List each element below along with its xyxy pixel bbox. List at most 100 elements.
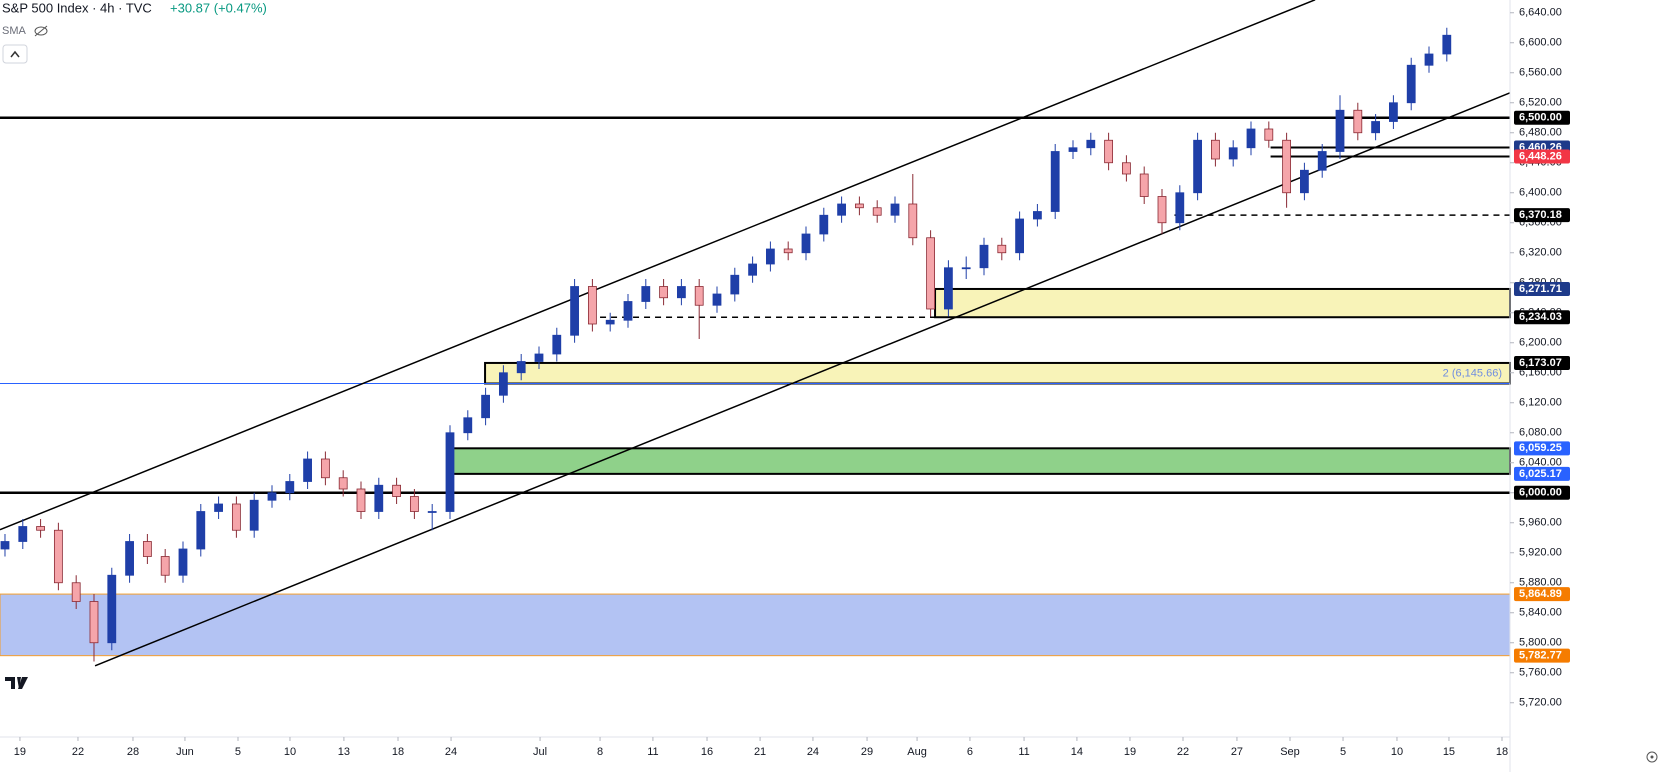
candle-body bbox=[730, 274, 740, 295]
x-tick-label: 11 bbox=[647, 746, 658, 758]
x-tick-label: 28 bbox=[127, 746, 139, 758]
y-tick-label: 6,120.00 bbox=[1519, 397, 1562, 409]
candle-body bbox=[392, 484, 401, 497]
candle-body bbox=[534, 353, 544, 362]
candle-body bbox=[659, 286, 668, 299]
y-tick-label: 6,600.00 bbox=[1519, 37, 1562, 49]
x-tick-label: 19 bbox=[14, 746, 26, 758]
candle-body bbox=[249, 499, 259, 531]
price-label-bg bbox=[1514, 149, 1570, 164]
y-tick-label: 5,960.00 bbox=[1519, 517, 1562, 529]
candle-body bbox=[107, 574, 117, 644]
candle-body bbox=[338, 477, 348, 490]
plot-area: 2 (6,145.66) bbox=[0, 0, 1512, 667]
price-label-bg bbox=[1514, 648, 1570, 663]
x-tick-label: 27 bbox=[1231, 746, 1243, 758]
candle-body bbox=[712, 293, 722, 306]
x-tick-label: Jul bbox=[533, 746, 547, 758]
candle-body bbox=[676, 286, 686, 299]
y-tick-label: 5,840.00 bbox=[1519, 607, 1562, 619]
candle-body bbox=[178, 548, 188, 576]
candle-body bbox=[160, 556, 170, 576]
candle-body bbox=[89, 601, 99, 644]
candle-body bbox=[694, 286, 704, 306]
price-label-bg bbox=[1514, 441, 1570, 456]
candle-body bbox=[285, 481, 295, 494]
settings-icon[interactable] bbox=[1646, 751, 1658, 763]
header-bg bbox=[0, 0, 270, 20]
y-tick-label: 5,920.00 bbox=[1519, 547, 1562, 559]
x-tick-label: Aug bbox=[907, 746, 927, 758]
price-label: 6,000.00 bbox=[1519, 487, 1562, 499]
x-tick-label: 8 bbox=[597, 746, 603, 758]
candle-body bbox=[1335, 109, 1345, 152]
price-label: 6,059.25 bbox=[1519, 442, 1562, 454]
candle-body bbox=[605, 319, 615, 325]
candle-body bbox=[1442, 34, 1452, 55]
hide-icon[interactable] bbox=[34, 25, 48, 37]
candle-body bbox=[587, 286, 597, 325]
y-tick-label: 6,080.00 bbox=[1519, 427, 1562, 439]
price-label: 5,864.89 bbox=[1519, 588, 1562, 600]
candle-body bbox=[944, 267, 953, 310]
x-tick-label: 5 bbox=[1340, 746, 1346, 758]
candle-body bbox=[1175, 192, 1185, 224]
candle-body bbox=[356, 488, 366, 512]
x-tick-label: 15 bbox=[1443, 746, 1455, 758]
price-label: 5,782.77 bbox=[1519, 650, 1562, 662]
indicator-label: SMA bbox=[2, 25, 27, 37]
candle-body bbox=[748, 263, 757, 276]
candle-body bbox=[1015, 218, 1025, 254]
zone bbox=[448, 447, 1512, 475]
price-label: 6,173.07 bbox=[1519, 357, 1562, 369]
trendline bbox=[94, 92, 1511, 667]
price-label-bg bbox=[1514, 587, 1570, 602]
candle-body bbox=[1139, 173, 1149, 197]
x-tick-label: Jun bbox=[176, 746, 194, 758]
candle-body bbox=[142, 541, 152, 557]
candle-body bbox=[819, 214, 829, 235]
x-tick-label: 16 bbox=[701, 746, 713, 758]
candle-body bbox=[374, 484, 384, 512]
candle-body bbox=[0, 541, 10, 550]
candle-body bbox=[36, 526, 45, 531]
candle-body bbox=[196, 511, 206, 550]
candle-body bbox=[125, 541, 134, 576]
candle-body bbox=[481, 394, 490, 419]
candle-body bbox=[1157, 196, 1167, 224]
price-label-bg bbox=[1514, 110, 1570, 125]
candle-body bbox=[570, 286, 579, 336]
candle-body bbox=[1282, 139, 1292, 194]
candle-body bbox=[890, 203, 900, 216]
candle-body bbox=[498, 372, 508, 396]
x-tick-label: 24 bbox=[807, 746, 819, 758]
candle-body bbox=[872, 207, 882, 216]
candle-body bbox=[979, 244, 989, 269]
candle-body bbox=[1389, 102, 1398, 122]
x-tick-label: 19 bbox=[1124, 746, 1136, 758]
y-tick-label: 6,480.00 bbox=[1519, 127, 1562, 139]
candle-body bbox=[516, 361, 526, 374]
x-tick-label: 10 bbox=[1391, 746, 1403, 758]
y-tick-label: 5,760.00 bbox=[1519, 667, 1562, 679]
y-tick-label: 6,640.00 bbox=[1519, 7, 1562, 19]
collapse-button[interactable] bbox=[2, 44, 28, 64]
x-tick-label: 21 bbox=[754, 746, 766, 758]
zone bbox=[484, 361, 1511, 385]
price-label-bg bbox=[1514, 466, 1570, 481]
price-label: 6,025.17 bbox=[1519, 468, 1562, 480]
x-tick-label: 22 bbox=[72, 746, 84, 758]
candle-body bbox=[427, 511, 437, 513]
y-tick-label: 5,720.00 bbox=[1519, 697, 1562, 709]
price-label: 6,448.26 bbox=[1519, 150, 1562, 162]
price-label: 6,370.18 bbox=[1519, 209, 1562, 221]
candle-body bbox=[53, 529, 63, 584]
x-tick-label: 22 bbox=[1177, 746, 1189, 758]
candle-body bbox=[1264, 128, 1274, 141]
price-label: 6,234.03 bbox=[1519, 311, 1562, 323]
price-label: 6,271.71 bbox=[1519, 283, 1562, 295]
price-label-bg bbox=[1514, 281, 1570, 296]
y-tick-label: 6,200.00 bbox=[1519, 337, 1562, 349]
